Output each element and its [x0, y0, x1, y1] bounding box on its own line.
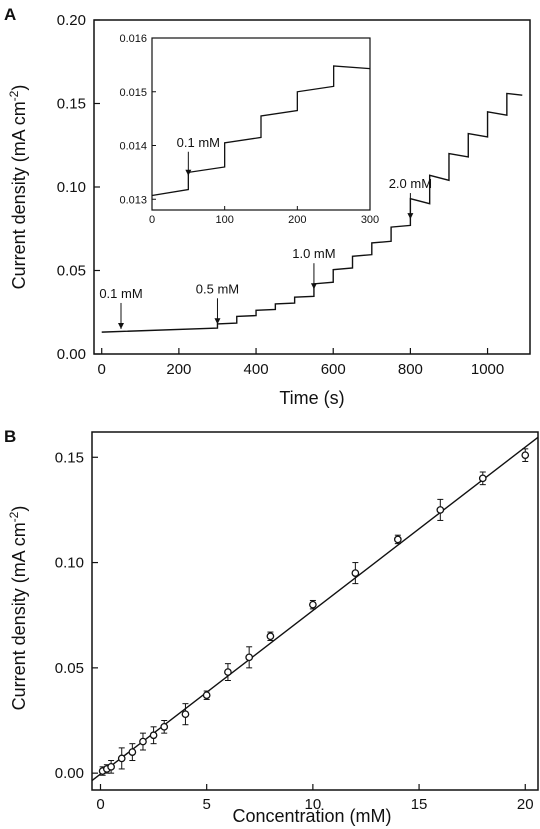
- annotation-arrowhead: [214, 318, 221, 325]
- data-point: [139, 737, 147, 746]
- x-tick-label-b: 20: [517, 796, 534, 813]
- annotation-label: 0.5 mM: [196, 281, 239, 296]
- x-tick-label-a: 800: [398, 361, 423, 378]
- annotation-arrowhead: [118, 322, 125, 329]
- x-tick-label-a: 200: [166, 361, 191, 378]
- annotation-label: 0.1 mM: [99, 286, 142, 301]
- y-tick-label-b: 0.00: [55, 765, 84, 782]
- data-point: [436, 506, 445, 514]
- x-tick-label-b: 5: [203, 796, 211, 813]
- panel-label-a: A: [4, 5, 16, 24]
- data-point: [393, 535, 402, 544]
- y-tick-label-b: 0.15: [55, 449, 84, 466]
- inset-annotation-arrowhead: [185, 169, 192, 176]
- y-tick-label-a: 0.15: [57, 96, 86, 113]
- y-tick-label-a: 0.20: [57, 12, 86, 29]
- y-axis-title-b: Current density (mA cm-2): [7, 506, 29, 711]
- annotation-arrowhead: [407, 213, 414, 220]
- data-point: [309, 600, 317, 609]
- y-tick-label-a: 0.05: [57, 263, 86, 280]
- x-tick-label-a: 1000: [471, 361, 504, 378]
- x-tick-label-a: 600: [321, 361, 346, 378]
- data-point: [521, 451, 530, 460]
- data-point: [245, 653, 254, 662]
- x-axis-title-b: Concentration (mM): [232, 806, 391, 826]
- annotation-label: 2.0 mM: [389, 176, 432, 191]
- data-point: [160, 722, 169, 731]
- inset-annotation-label: 0.1 mM: [177, 135, 220, 150]
- plot-b-frame: [91, 431, 539, 791]
- x-tick-label-a: 400: [244, 361, 269, 378]
- y-axis-title-a: Current density (mA cm-2): [7, 85, 29, 290]
- data-point: [224, 668, 232, 676]
- x-tick-label-a: 0: [98, 361, 106, 378]
- panel-label-b: B: [4, 427, 16, 446]
- annotation-label: 1.0 mM: [292, 246, 335, 261]
- x-axis-title-a: Time (s): [279, 388, 344, 408]
- inset-x-tick-label: 300: [361, 214, 379, 226]
- data-point: [266, 632, 275, 641]
- data-point: [351, 569, 360, 577]
- inset-plot: 0 100 200 300 0.013 0.014 0.015 0.016 0.1 mM: [119, 33, 379, 226]
- inset-y-tick-label: 0.014: [119, 141, 147, 153]
- inset-y-tick-label: 0.015: [119, 87, 147, 99]
- inset-x-tick-label: 100: [215, 214, 233, 226]
- data-point: [478, 474, 487, 483]
- inset-y-tick-label: 0.013: [119, 194, 147, 206]
- data-point: [128, 748, 137, 756]
- data-point: [181, 710, 190, 719]
- annotation-arrowhead: [310, 283, 317, 290]
- inset-y-tick-label: 0.016: [119, 33, 147, 45]
- y-tick-label-b: 0.10: [55, 555, 84, 572]
- plot-b: 0 5 10 15 20 0.00 0.05 0.10 0.15 Concentration (…: [7, 431, 539, 826]
- inset-x-tick-label: 0: [149, 214, 155, 226]
- y-tick-label-a: 0.10: [57, 179, 86, 196]
- y-tick-label-b: 0.05: [55, 660, 84, 677]
- x-tick-label-b: 0: [96, 796, 104, 813]
- data-point: [202, 691, 211, 700]
- x-tick-label-b: 15: [411, 796, 428, 813]
- data-point: [117, 754, 126, 763]
- x-tick-label-b: 10: [305, 796, 322, 813]
- inset-x-tick-label: 200: [288, 214, 306, 226]
- y-tick-label-a: 0.00: [57, 346, 86, 363]
- data-point: [107, 762, 115, 771]
- data-point: [149, 731, 158, 740]
- series-line-a: [101, 92, 523, 333]
